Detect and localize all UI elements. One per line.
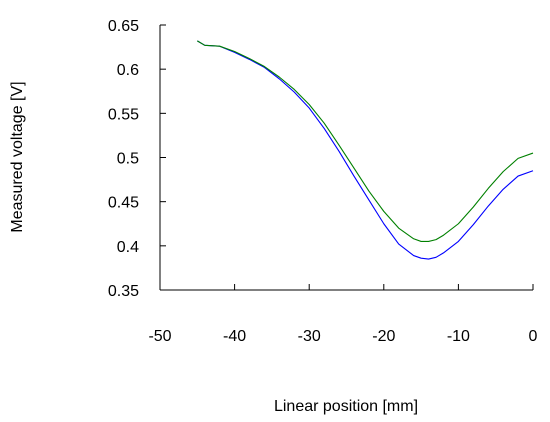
y-tick-label: 0.5: [117, 151, 139, 168]
x-tick-label: -40: [223, 328, 246, 345]
x-tick-label: -50: [148, 328, 171, 345]
y-tick-label: 0.4: [117, 239, 139, 256]
y-tick-label: 0.55: [108, 106, 139, 123]
x-tick-label: 0: [529, 328, 538, 345]
y-tick-label: 0.65: [108, 18, 139, 35]
y-tick-label: 0.6: [117, 62, 139, 79]
y-tick-label: 0.45: [108, 195, 139, 212]
tick-labels-layer: 0.35 0.4 0.45 0.5 0.55 0.6 0.65 -50 -40 -30 -20 -10…: [108, 18, 538, 345]
y-tick-label: 0.35: [108, 283, 139, 300]
series-line-1: [197, 40, 534, 260]
y-axis-title: Measured voltage [V]: [9, 81, 26, 232]
x-tick-label: -30: [298, 328, 321, 345]
x-tick-label: -10: [447, 328, 470, 345]
x-tick-label: -20: [372, 328, 395, 345]
axes-layer: [159, 24, 534, 291]
x-axis-title: Linear position [mm]: [274, 398, 418, 415]
series-layer: [197, 40, 534, 260]
series-line-2: [197, 40, 534, 242]
